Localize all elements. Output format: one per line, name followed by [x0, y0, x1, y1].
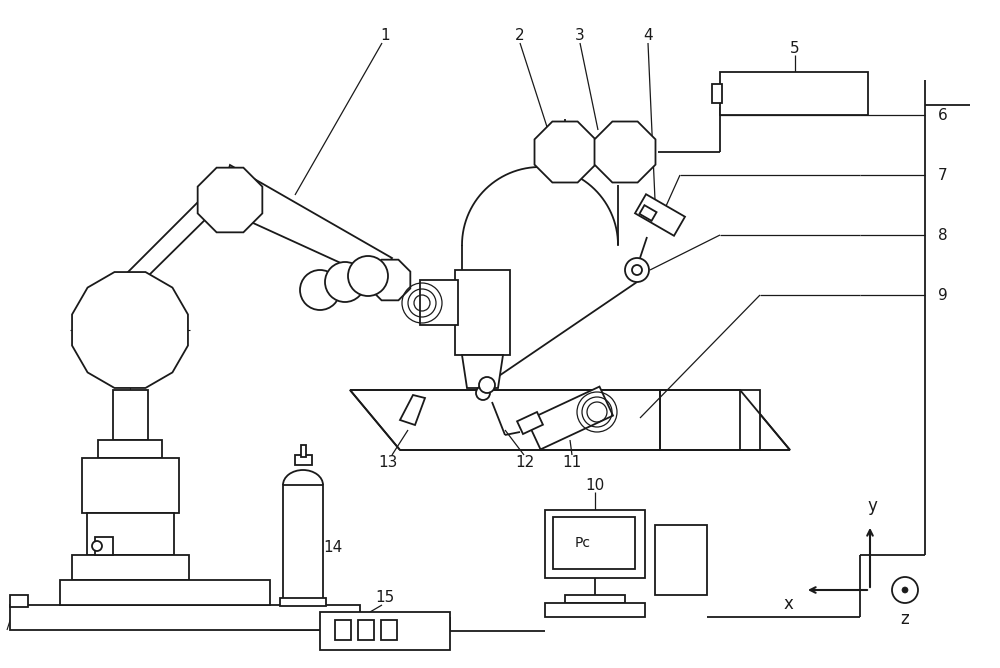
Bar [655, 525, 707, 595]
Bar [335, 620, 351, 640]
Polygon shape [400, 395, 425, 425]
Circle shape [300, 270, 340, 310]
Text: y: y [867, 497, 877, 515]
Polygon shape [218, 165, 392, 280]
Polygon shape [535, 122, 595, 182]
Text: 2: 2 [515, 27, 525, 43]
Text: 5: 5 [790, 41, 800, 55]
Circle shape [625, 258, 649, 282]
Text: 4: 4 [643, 27, 653, 43]
Text: 7: 7 [938, 168, 948, 182]
Bar [283, 485, 323, 600]
Bar [113, 390, 148, 440]
Circle shape [92, 541, 102, 551]
Bar [545, 510, 645, 578]
Bar [95, 537, 113, 555]
Bar [98, 440, 162, 458]
Bar [87, 513, 174, 555]
Polygon shape [198, 168, 262, 232]
Text: x: x [783, 595, 793, 613]
Bar [72, 555, 189, 580]
Text: 14: 14 [323, 540, 342, 556]
Bar [82, 458, 179, 513]
Circle shape [892, 577, 918, 603]
Bar [553, 517, 635, 569]
Text: 1: 1 [380, 27, 390, 43]
Text: 6: 6 [938, 108, 948, 122]
Bar [60, 580, 270, 605]
Bar [295, 455, 312, 465]
Text: 15: 15 [375, 591, 395, 605]
Circle shape [348, 256, 388, 296]
Bar [420, 280, 458, 325]
Text: 13: 13 [378, 454, 398, 470]
Polygon shape [462, 355, 503, 388]
Polygon shape [517, 412, 543, 434]
Bar [660, 390, 760, 450]
Polygon shape [350, 390, 790, 450]
Bar [565, 595, 625, 603]
Polygon shape [72, 272, 188, 388]
Polygon shape [118, 192, 218, 282]
Text: 9: 9 [938, 287, 948, 303]
Bar [10, 595, 28, 607]
Text: 12: 12 [515, 454, 535, 470]
Bar [320, 612, 450, 650]
Circle shape [632, 265, 642, 275]
Bar [10, 605, 360, 630]
Bar [280, 598, 326, 606]
Text: 11: 11 [562, 454, 582, 470]
Polygon shape [370, 260, 410, 301]
Circle shape [476, 386, 490, 400]
Text: 3: 3 [575, 27, 585, 43]
Bar [712, 84, 722, 103]
Bar [720, 72, 868, 115]
Circle shape [902, 587, 908, 593]
Bar [381, 620, 397, 640]
Text: z: z [901, 610, 909, 628]
Circle shape [325, 262, 365, 302]
Polygon shape [527, 387, 613, 450]
Polygon shape [639, 205, 657, 221]
Polygon shape [635, 194, 685, 236]
Bar [358, 620, 374, 640]
Circle shape [479, 377, 495, 393]
Text: 8: 8 [938, 228, 948, 242]
Text: Pc: Pc [575, 536, 591, 550]
Text: 10: 10 [585, 478, 605, 492]
Bar [301, 445, 306, 457]
Bar [455, 270, 510, 355]
Bar [545, 603, 645, 617]
Polygon shape [595, 122, 655, 182]
